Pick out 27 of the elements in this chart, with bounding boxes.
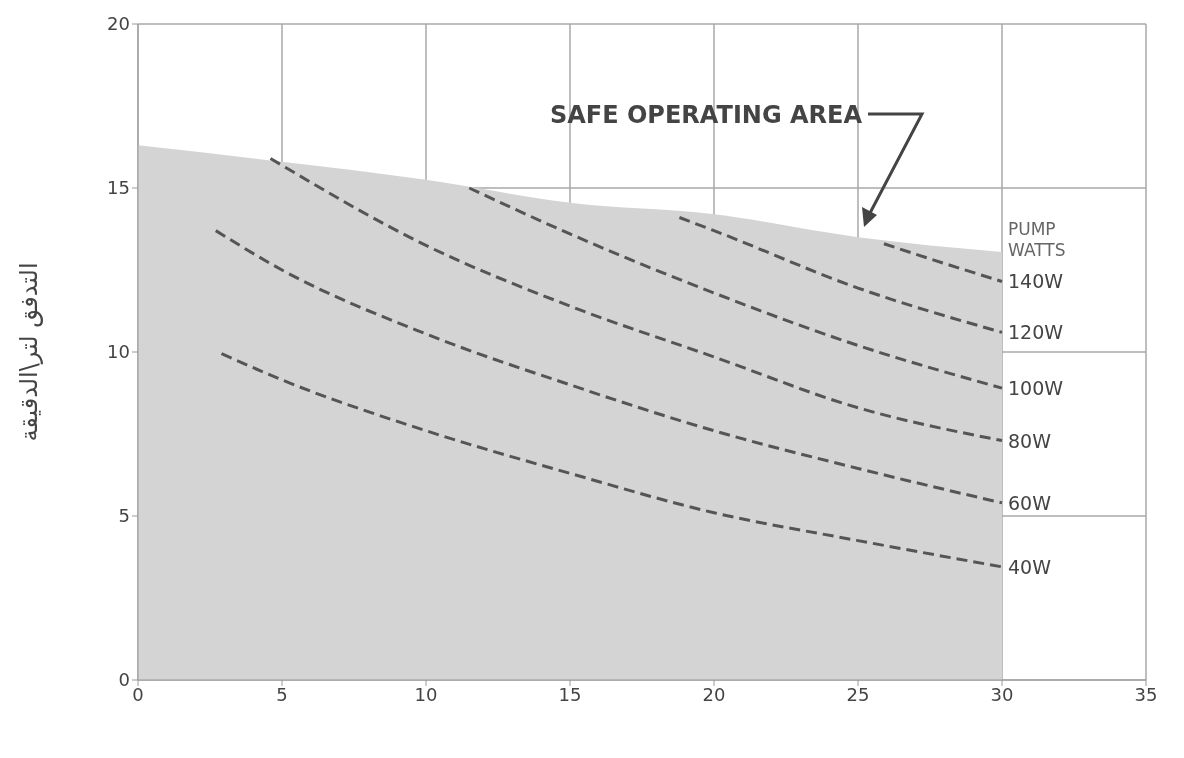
line-series — [220, 352, 1004, 569]
x-tick-label: 10 — [414, 683, 438, 705]
series-label: 40W — [1008, 555, 1052, 578]
legend-title: PUMP WATTS — [1008, 219, 1066, 261]
x-tick-label: 5 — [276, 683, 288, 705]
line-series — [677, 216, 1004, 334]
series-label: 60W — [1008, 491, 1052, 514]
x-tick-label: 30 — [990, 683, 1014, 705]
series-label: 100W — [1008, 377, 1064, 400]
y-axis-title: التدفق لتر\الدقيقة — [14, 262, 43, 442]
x-tick-label: 15 — [558, 683, 582, 705]
series-label: 80W — [1008, 429, 1052, 452]
series-label: 120W — [1008, 321, 1064, 344]
annotation: SAFE OPERATING AREA — [549, 101, 863, 129]
x-tick-label: 0 — [132, 683, 144, 705]
y-tick-label: 0 — [118, 669, 130, 691]
line-series — [214, 229, 1004, 505]
x-tick-label: 25 — [846, 683, 870, 705]
y-tick-label: 5 — [118, 505, 130, 527]
y-tick-label: 20 — [107, 13, 130, 35]
y-tick-label: 10 — [107, 341, 130, 363]
line-series — [467, 186, 1004, 390]
x-tick-label: 35 — [1134, 683, 1158, 705]
series-label: 140W — [1008, 270, 1064, 293]
x-tick-label: 20 — [702, 683, 726, 705]
y-tick-label: 15 — [107, 177, 130, 199]
line-series — [268, 156, 1004, 443]
